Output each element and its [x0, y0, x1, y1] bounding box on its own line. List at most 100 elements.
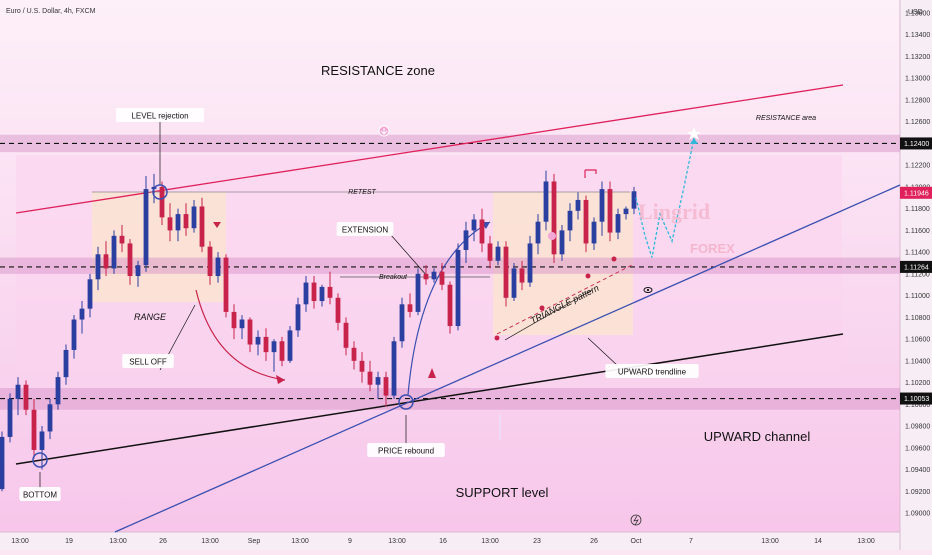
rejection-circle	[152, 184, 168, 200]
price-tick-label: 1.11800	[905, 206, 930, 213]
candle-body	[471, 219, 477, 231]
lightning-glyph	[633, 515, 639, 526]
candle-body	[583, 199, 589, 244]
candle-body	[135, 265, 141, 277]
candle-body	[143, 189, 149, 266]
price-tick-label: 1.12800	[905, 97, 930, 104]
candle-body	[351, 347, 357, 361]
candle-body	[415, 273, 421, 312]
annotations-layer: RESISTANCE zone RESISTANCE area LEVEL reje…	[19, 63, 816, 501]
eye-pupil	[646, 288, 650, 292]
candle-body	[327, 286, 333, 298]
price-label-box	[900, 392, 932, 405]
symbol-header: Euro / U.S. Dollar, 4h, FXCM	[6, 8, 96, 15]
time-tick-label: Oct	[631, 538, 642, 545]
candle-body	[207, 246, 213, 277]
candle-body	[615, 214, 621, 233]
candle-body	[7, 398, 13, 437]
time-tick-label: 7	[689, 538, 693, 545]
mid-level-band	[0, 257, 900, 274]
level-rejection-label-box	[116, 108, 204, 122]
price-tick-label: 1.12200	[905, 163, 930, 170]
candle-body	[199, 206, 205, 247]
candle-body	[79, 308, 85, 320]
price-tick-label: 1.09200	[905, 489, 930, 496]
extension-label: EXTENSION	[342, 226, 388, 235]
upward-trendline[interactable]	[114, 184, 901, 533]
price-label-text: 1.11264	[904, 264, 929, 271]
candle-body	[175, 214, 181, 231]
candle-body	[319, 286, 325, 302]
candle-body	[71, 319, 77, 350]
sell-off-arrowhead	[276, 375, 285, 384]
time-tick-label: 23	[533, 538, 541, 545]
triangle-point-1	[494, 335, 500, 341]
candle-body	[271, 341, 277, 353]
price-tick-label: 1.10600	[905, 337, 930, 344]
price-tick-label: 1.11000	[905, 293, 930, 300]
candle-body	[623, 208, 629, 215]
time-tick-label: 9	[348, 538, 352, 545]
triangle-point-4	[611, 256, 617, 262]
candle-body	[559, 230, 565, 255]
candle-body	[215, 257, 221, 277]
candle-body	[335, 297, 341, 323]
resistance-area-label: RESISTANCE area	[756, 115, 816, 122]
rocket-icon	[428, 368, 436, 378]
candle-body	[303, 282, 309, 305]
watermark: Lingrid FOREX	[638, 199, 735, 256]
upward-channel-label: UPWARD channel	[704, 429, 811, 444]
time-tick-label: 13:00	[109, 538, 127, 545]
price-tick-label: 1.10800	[905, 315, 930, 322]
watermark-forex: FOREX	[690, 241, 735, 256]
price-label-text: 1.10053	[904, 396, 929, 403]
upward-trendline-label: UPWARD trendline	[618, 368, 687, 377]
candle-body	[575, 199, 581, 211]
candle-body	[87, 279, 93, 309]
sell-off-label-box	[122, 354, 174, 368]
candle-body	[23, 384, 29, 410]
price-tick-label: 1.09400	[905, 467, 930, 474]
price-tick-label: 1.12600	[905, 119, 930, 126]
price-label-text: 1.11946	[904, 190, 929, 197]
time-axis-background	[0, 532, 900, 550]
candle-body	[391, 341, 397, 396]
price-tick-label: 1.10000	[905, 402, 930, 409]
candle-body	[191, 206, 197, 229]
channel-bottom-line[interactable]	[15, 333, 844, 465]
time-tick-label: 13:00	[481, 538, 499, 545]
price-label-box	[900, 260, 932, 273]
candle-body	[463, 230, 469, 250]
candle-body	[183, 214, 189, 229]
candle-body	[343, 322, 349, 348]
candle-body	[287, 330, 293, 361]
candle-body	[295, 304, 301, 331]
candle-body	[39, 431, 45, 450]
candle-body	[591, 221, 597, 244]
breakout-label: Breakout	[379, 274, 408, 281]
resistance-zone-label: RESISTANCE zone	[321, 63, 435, 78]
candle-body	[0, 436, 5, 490]
candle-body	[63, 349, 69, 378]
extension-label-box	[336, 222, 394, 236]
candle-body	[127, 243, 133, 277]
candle-body	[367, 371, 373, 385]
bottom-label: BOTTOM	[23, 491, 57, 500]
candle-body	[223, 257, 229, 312]
candle-body	[503, 246, 509, 298]
price-tick-label: 1.13600	[905, 11, 930, 18]
candle-body	[159, 186, 165, 218]
time-tick-label: 26	[159, 538, 167, 545]
lightning-icon[interactable]	[630, 514, 642, 526]
down-marker-icon	[213, 222, 221, 228]
candle-body	[551, 181, 557, 255]
trendline-pointer	[587, 337, 619, 367]
price-tick-label: 1.13200	[905, 54, 930, 61]
price-tick-label: 1.13000	[905, 76, 930, 83]
candle-body	[111, 235, 117, 269]
candle-body	[263, 336, 269, 353]
price-tick-label: 1.11400	[905, 250, 930, 257]
retest-label: RETEST	[348, 189, 376, 196]
